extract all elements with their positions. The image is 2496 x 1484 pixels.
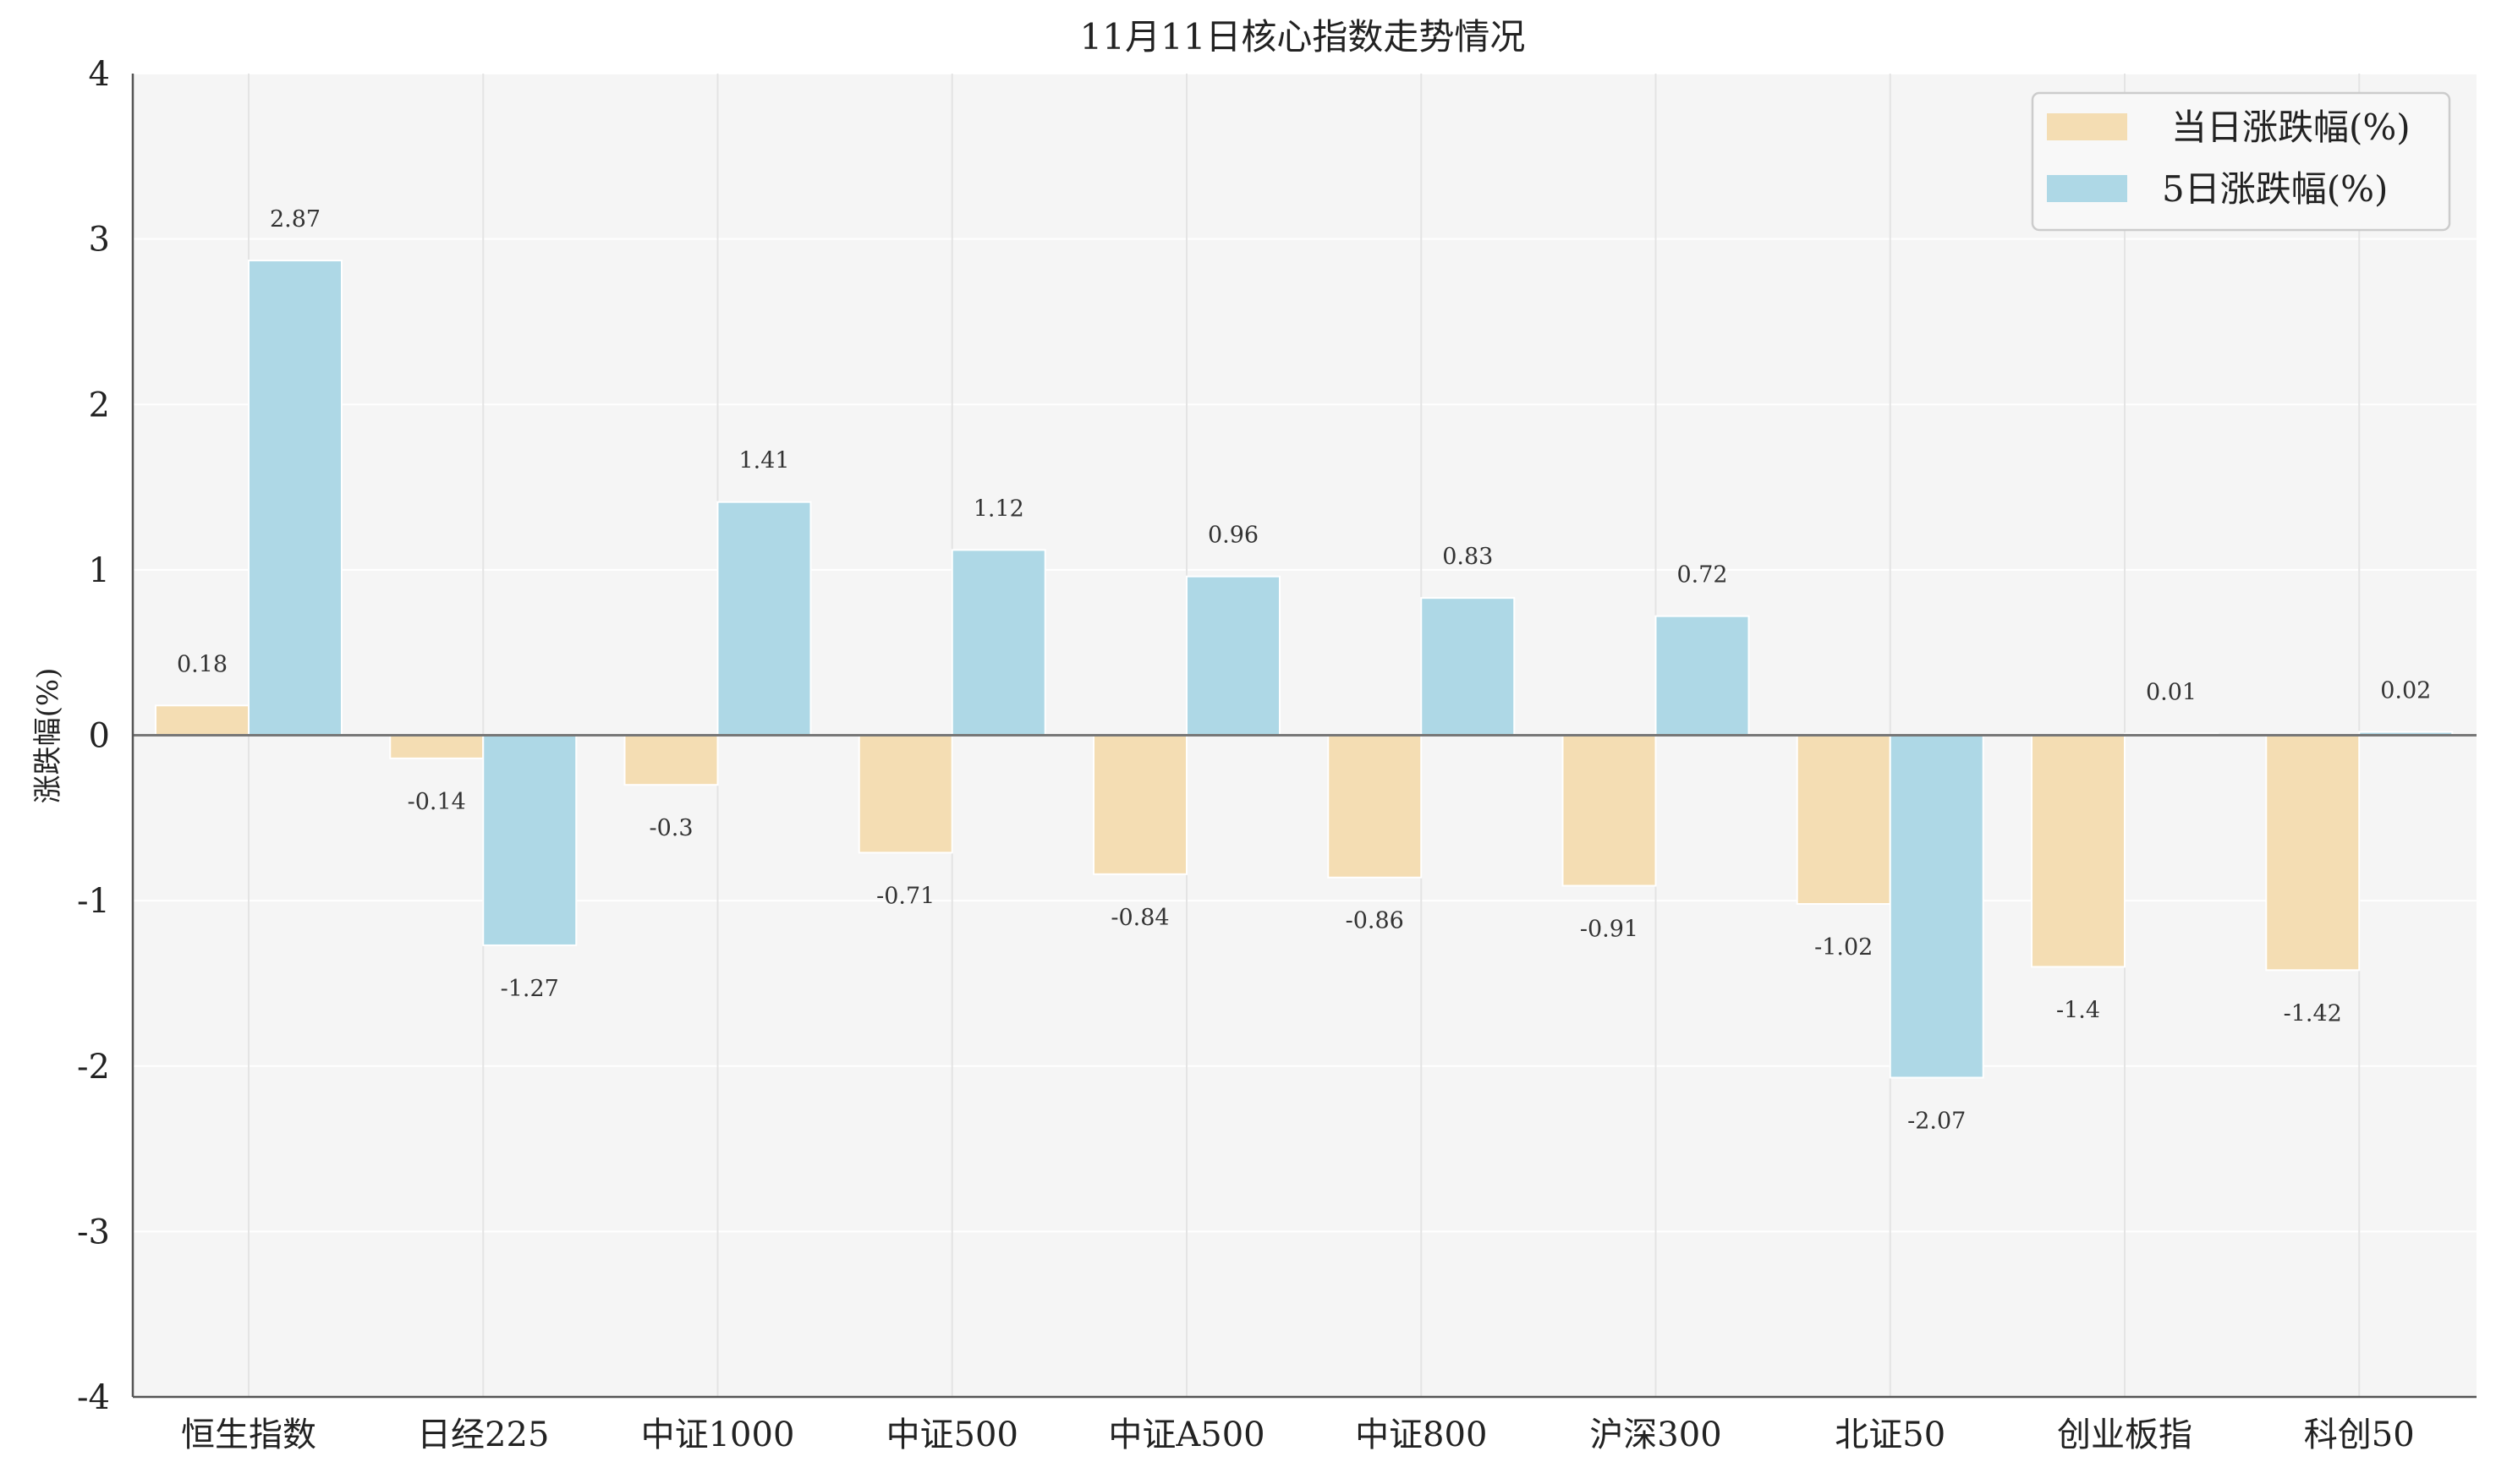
y-tick-label: 3 [89,221,110,260]
x-tick-label: 恒生指数 [181,1416,316,1454]
data-label: -0.84 [1111,905,1169,931]
data-label: -1.42 [2284,1000,2342,1027]
y-tick-label: 4 [89,55,110,94]
data-label: 0.96 [1208,523,1259,549]
axes-layer: 4 3 2 1 0 -1 -2 -3 -4 恒生指数 日经225 中证1000 中证500 中证A500 中… [77,55,2477,1454]
bar [482,734,578,946]
bar [858,734,953,854]
bar [155,704,250,737]
x-tick-label: 科创50 [2304,1416,2415,1454]
data-label: 0.18 [177,651,228,677]
data-label: -1.4 [2056,997,2100,1023]
data-label: -0.14 [408,789,466,815]
bar [1093,734,1188,875]
x-tick-label: 沪深300 [1589,1416,1721,1454]
y-tick-label: 2 [89,386,110,424]
bar [1327,734,1423,879]
x-tick-label: 创业板指 [2057,1416,2192,1454]
legend: 当日涨跌幅(%) 5日涨跌幅(%) [2031,91,2451,232]
bar [2031,734,2126,968]
y-tick-label: -2 [77,1048,110,1087]
bar [951,549,1046,737]
y-tick-label: -3 [77,1213,110,1251]
bar [1654,615,1750,737]
x-tick-label: 北证50 [1835,1416,1945,1454]
bar [248,260,343,737]
legend-label-daily: 当日涨跌幅(%) [2171,107,2411,148]
y-tick-label: -1 [77,882,110,921]
x-tick-label: 日经225 [417,1416,549,1454]
data-label: 1.41 [738,448,789,474]
bar [2265,734,2361,972]
x-tick-label: 中证1000 [641,1416,795,1454]
legend-swatch-daily [2047,113,2127,140]
bar [1561,734,1657,887]
data-label: 0.01 [2146,680,2197,706]
x-tick-label: 中证800 [1355,1416,1487,1454]
y-tick-label: -4 [77,1378,110,1417]
bar [1186,575,1281,737]
data-label: -1.02 [1814,934,1873,961]
data-label: -0.91 [1580,917,1638,943]
legend-box [2031,91,2451,232]
bars-layer [155,260,2454,1079]
y-tick-label: 1 [89,551,110,590]
bar [716,501,812,737]
data-label: 0.72 [1676,562,1727,589]
bar [623,734,719,786]
legend-label-5day: 5日涨跌幅(%) [2162,168,2388,210]
data-label: -2.07 [1907,1108,1966,1134]
x-tick-label: 中证500 [886,1416,1018,1454]
data-label: -0.71 [876,883,935,909]
data-labels-layer: 0.18 -0.14 -0.3 -0.71 -0.84 -0.86 -0.91 -1.02 -1… [177,206,2431,1134]
x-tick-label: 中证A500 [1108,1416,1264,1454]
y-tick-label: 0 [89,717,110,756]
data-label: 0.83 [1442,544,1493,570]
bar [1420,597,1516,737]
chart-title: 11月11日核心指数走势情况 [1080,16,1526,57]
bar [389,734,485,759]
y-axis-label: 涨跌幅(%) [31,668,65,804]
data-label: -1.27 [501,976,559,1002]
data-label: -0.86 [1346,908,1404,934]
data-label: 2.87 [270,206,321,233]
legend-swatch-5day [2047,175,2127,202]
bar [1889,734,1984,1079]
data-label: 1.12 [974,496,1024,522]
data-label: 0.02 [2380,678,2431,704]
bar [1796,734,1891,906]
data-label: -0.3 [649,815,693,841]
